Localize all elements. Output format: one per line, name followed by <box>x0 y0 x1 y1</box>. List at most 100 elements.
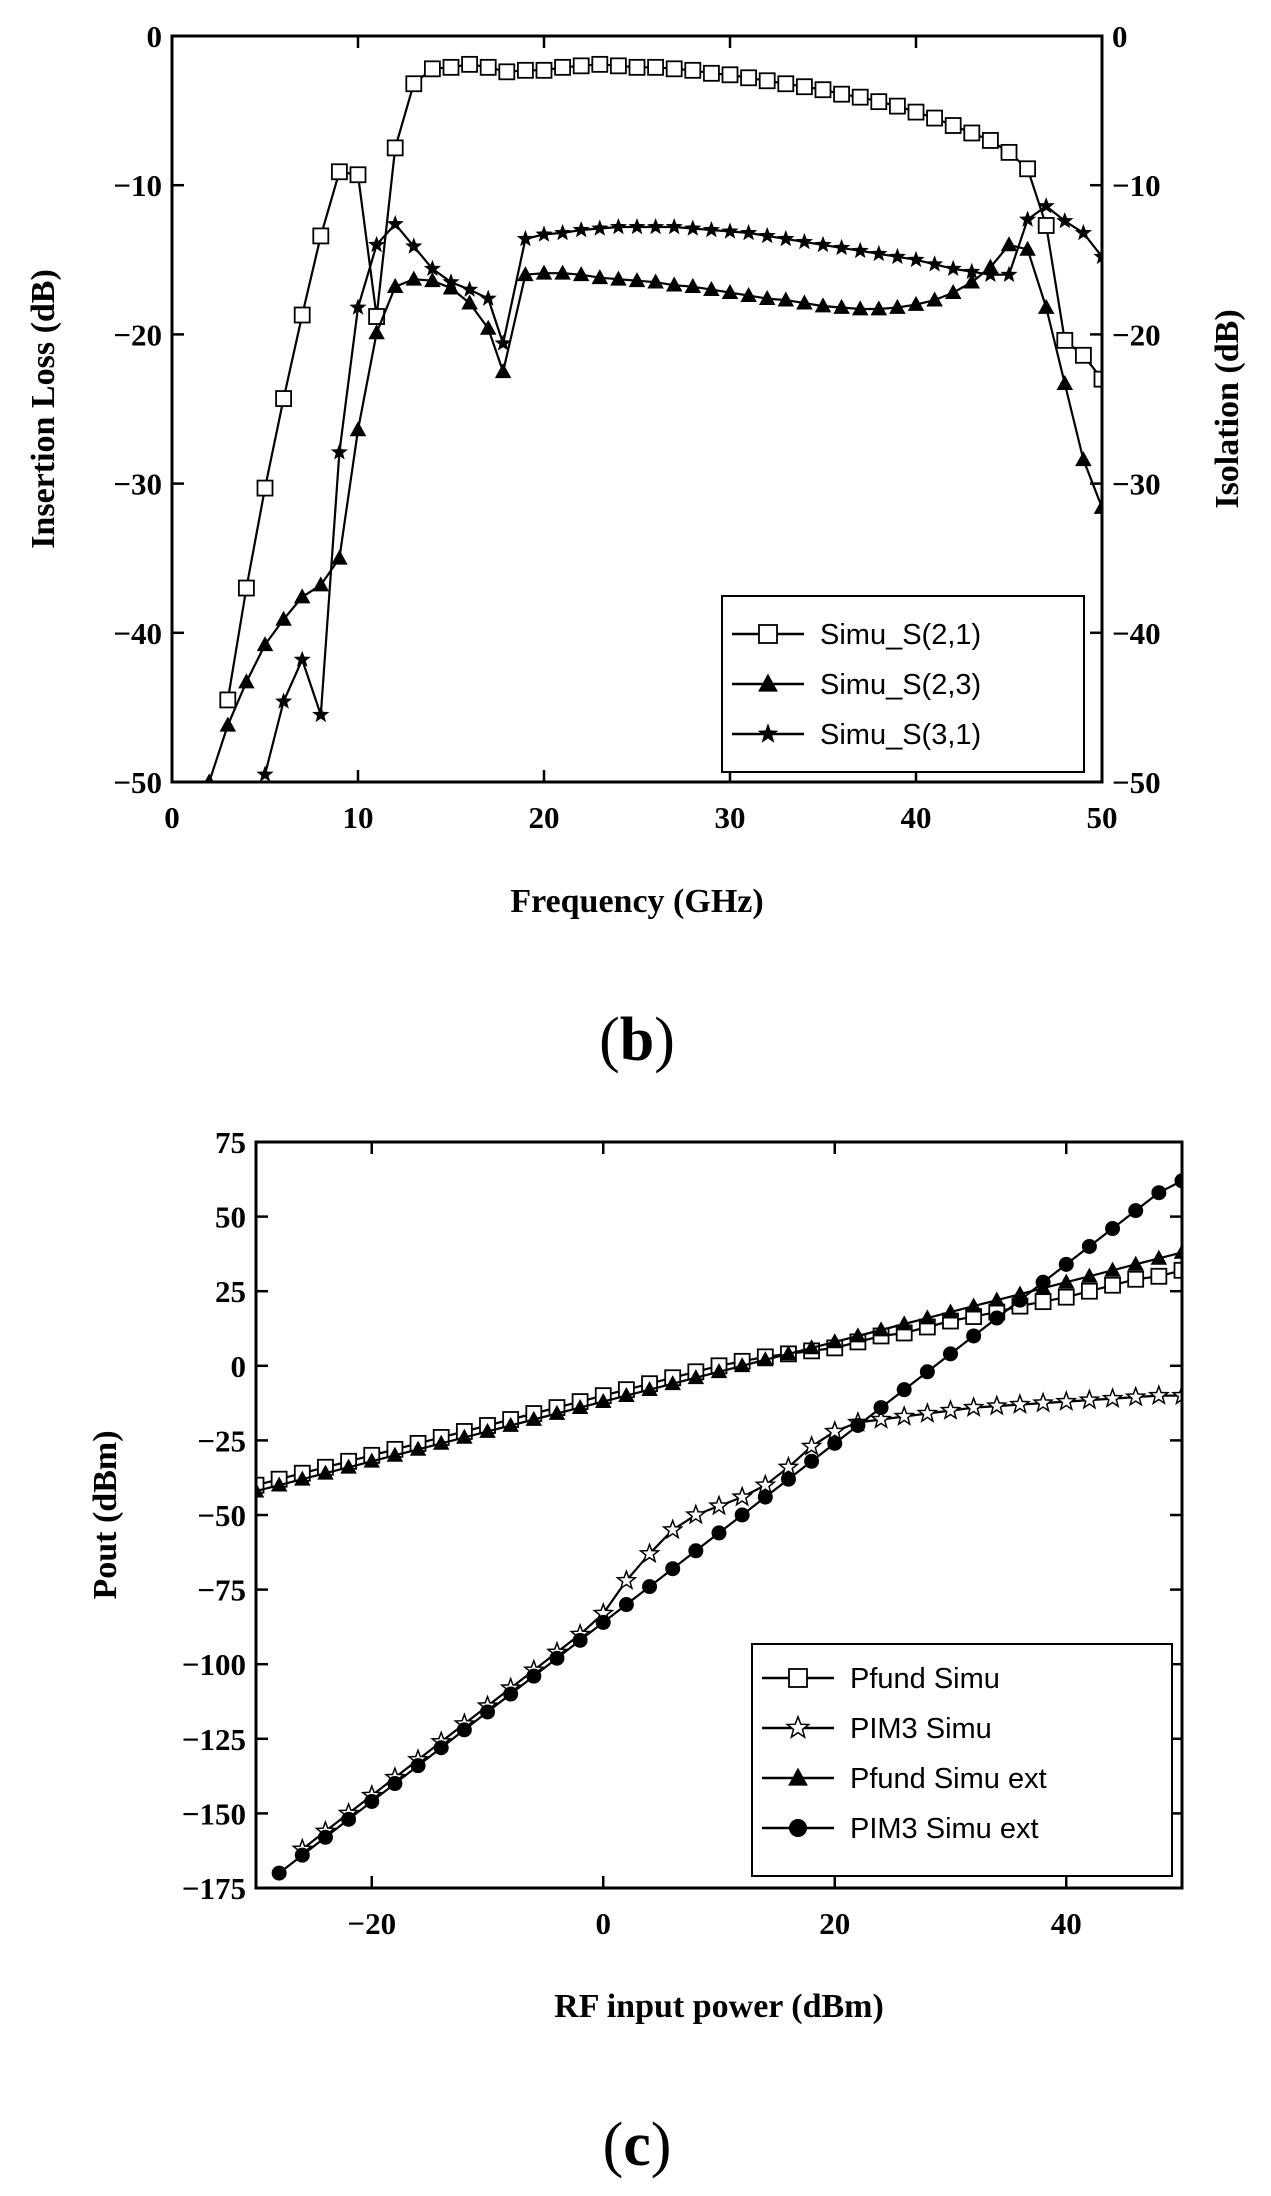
chart-c-series-2-point <box>687 1369 705 1385</box>
chart-b-series-1-point <box>1000 236 1018 252</box>
chart-c-series-3-point <box>364 1793 380 1809</box>
chart-b-series-2-point <box>926 255 944 272</box>
chart-b-series-0-point <box>1000 143 1018 161</box>
chart-c-panel-label: (c) <box>603 2111 672 2179</box>
chart-c-series-0-point <box>1104 1276 1121 1294</box>
chart-c-y-tick-label: −25 <box>197 1423 246 1458</box>
chart-b-series-2-point <box>405 237 423 254</box>
chart-b-series-2-point <box>312 705 330 723</box>
chart-b-series-1-point <box>405 270 423 286</box>
chart-c-series-1-point <box>708 1494 730 1516</box>
chart-b-series-2-point <box>1037 197 1055 214</box>
chart-c-series-3-point <box>549 1650 565 1666</box>
chart-c-legend-box <box>751 1643 1173 1877</box>
chart-c-x-tick-label: −20 <box>347 1906 396 1941</box>
chart-b-series-1-point <box>554 264 571 280</box>
chart-b-series-2-point <box>665 218 683 235</box>
chart-b-series-1-point <box>628 272 646 288</box>
chart-c-series-2-point <box>386 1446 404 1462</box>
chart-b-series-1-point <box>758 289 776 305</box>
chart-c-series-1-point <box>1147 1384 1170 1405</box>
chart-b-series-2-point <box>293 650 311 667</box>
chart-b-series-2-point <box>572 221 590 238</box>
chart-b-series-2-point <box>740 223 758 241</box>
chart-b-series-2-point <box>888 247 906 265</box>
chart-c-series-3-point <box>526 1668 542 1684</box>
chart-c-series-1-point <box>939 1399 962 1420</box>
chart-c-series-3-point <box>989 1310 1005 1326</box>
chart-b-series-1-point <box>424 272 441 288</box>
chart-b-series-0-point <box>851 88 869 106</box>
chart-c-series-2-point <box>432 1434 450 1450</box>
chart-b-series-1-point <box>926 291 943 307</box>
chart-b-series-1-point <box>535 264 553 280</box>
chart-b-panel-label: (b) <box>599 1006 675 1074</box>
chart-b-legend: Simu_S(2,1) Simu_S(2,3) Simu_S(3,1) <box>721 595 1085 773</box>
chart-c-series-2-point <box>363 1452 380 1468</box>
chart-b-y-tick-label: −40 <box>113 616 162 651</box>
chart-c-legend-marker-0 <box>788 1668 808 1688</box>
chart-c-series-3-point <box>1128 1203 1144 1219</box>
chart-c-series-1-point <box>661 1518 684 1540</box>
chart-c-series-2-point <box>270 1476 288 1492</box>
chart-c-series-1-point <box>731 1485 754 1507</box>
chart-b-series-1-point <box>517 266 534 282</box>
chart-b: 0 10 20 30 40 500−10−20−30−40−500−10−20−30−40… <box>25 19 1246 1074</box>
chart-c-legend-label-0: Pfund Simu <box>850 1663 1000 1695</box>
chart-c-legend-label-3: PIM3 Simu ext <box>850 1813 1039 1845</box>
chart-b-series-0-point <box>777 75 795 93</box>
chart-c-series-3-point <box>688 1543 704 1559</box>
chart-b-x-tick-label: 30 <box>715 800 746 835</box>
chart-b-series-layer <box>204 55 1102 782</box>
chart-b-series-0-point <box>740 69 757 87</box>
chart-c-legend-label-1: PIM3 Simu <box>850 1713 992 1745</box>
chart-c-series-3-point <box>595 1614 611 1630</box>
chart-c-y-tick-label: −150 <box>182 1796 246 1831</box>
chart-b-series-0-point <box>275 390 293 407</box>
chart-b-series-0-point <box>572 57 590 75</box>
chart-b-legend-marker-1 <box>758 673 778 692</box>
chart-c-series-2-point <box>1104 1261 1121 1277</box>
chart-b-series-1-point <box>331 549 348 565</box>
chart-b-series-1-point <box>907 295 925 311</box>
chart-b-series-1-point <box>851 300 869 316</box>
chart-c-series-2-point <box>664 1375 681 1391</box>
chart-c-series-0-point <box>1127 1270 1145 1288</box>
chart-c-series-0-point <box>256 1476 265 1494</box>
chart-c-series-2-point <box>1127 1255 1144 1271</box>
chart-c-series-3-point <box>757 1489 773 1505</box>
chart-c-series-1-point <box>684 1503 707 1525</box>
chart-b-series-1-point <box>870 300 888 316</box>
chart-c-series-3-point <box>456 1722 472 1738</box>
chart-b-series-0-point <box>721 66 739 84</box>
chart-c-series-3-point <box>850 1417 866 1433</box>
chart-c-series-3-point <box>317 1829 333 1845</box>
chart-b-x-tick-label: 10 <box>343 800 374 835</box>
chart-c-series-1-point <box>893 1405 916 1426</box>
chart-c-legend-marker-1 <box>785 1714 811 1739</box>
chart-c-series-1-point <box>1171 1384 1182 1405</box>
chart-b-series-2-point <box>851 241 869 259</box>
chart-c-series-3-point <box>1081 1238 1097 1254</box>
chart-c-legend-marker-2 <box>788 1767 808 1786</box>
chart-b-series-2-point <box>275 692 293 709</box>
chart-c-series-0-point <box>1057 1288 1075 1306</box>
chart-c-series-3-point <box>1035 1274 1051 1290</box>
chart-b-series-1-point <box>204 773 214 782</box>
chart-b-y2-tick-label: −40 <box>1112 616 1161 651</box>
chart-c-series-2-point <box>641 1381 658 1397</box>
chart-b-series-1-point <box>777 291 795 307</box>
chart-b-series-2-point <box>814 235 832 253</box>
chart-b-series-1-point <box>889 298 906 314</box>
chart-c-series-3-point <box>780 1471 796 1487</box>
chart-b-series-1-point <box>684 278 702 294</box>
chart-b-series-1-point <box>1093 498 1102 514</box>
chart-b-series-0-point <box>386 139 404 157</box>
chart-c-y-tick-label: −75 <box>197 1573 246 1608</box>
chart-c-series-3-point <box>1174 1173 1182 1189</box>
chart-c-y-tick-label: −50 <box>197 1498 246 1533</box>
chart-c-series-1-point <box>777 1455 800 1477</box>
chart-b-y-tick-label: −20 <box>113 317 162 352</box>
chart-b-series-0-point <box>703 64 720 82</box>
chart-c-series-3-point <box>341 1811 357 1827</box>
